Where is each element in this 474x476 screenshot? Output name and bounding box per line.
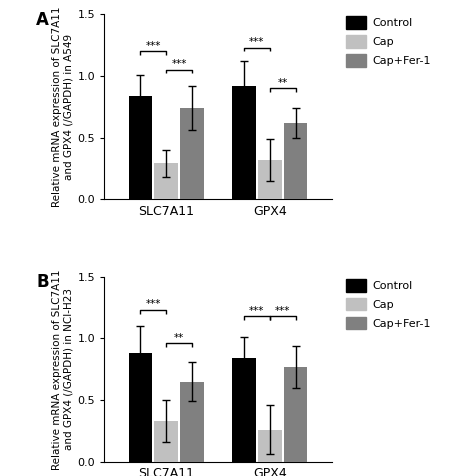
Y-axis label: Relative mRNA expression of SLC7A11
and GPX4 (/GAPDH) in NCI-H23: Relative mRNA expression of SLC7A11 and … [52, 269, 73, 469]
Text: ***: *** [146, 40, 161, 50]
Bar [284, 367, 308, 462]
Text: ***: *** [249, 37, 264, 47]
Text: ***: *** [275, 306, 291, 316]
Text: ***: *** [172, 59, 187, 69]
Text: B: B [36, 273, 49, 291]
Text: ***: *** [249, 306, 264, 316]
Bar [155, 163, 178, 199]
Bar [128, 353, 152, 462]
Text: **: ** [278, 78, 288, 88]
Text: ***: *** [146, 299, 161, 309]
Text: A: A [36, 10, 49, 29]
Bar [232, 86, 256, 199]
Bar [180, 382, 204, 462]
Legend: Control, Cap, Cap+Fer-1: Control, Cap, Cap+Fer-1 [346, 278, 430, 329]
Y-axis label: Relative mRNA expression of SLC7A11
and GPX4 (/GAPDH) in A549: Relative mRNA expression of SLC7A11 and … [52, 7, 73, 207]
Bar [258, 430, 282, 462]
Bar [284, 123, 308, 199]
Legend: Control, Cap, Cap+Fer-1: Control, Cap, Cap+Fer-1 [346, 16, 430, 67]
Bar [232, 358, 256, 462]
Text: **: ** [174, 333, 184, 343]
Bar [128, 96, 152, 199]
Bar [180, 108, 204, 199]
Bar [155, 421, 178, 462]
Bar [258, 160, 282, 199]
